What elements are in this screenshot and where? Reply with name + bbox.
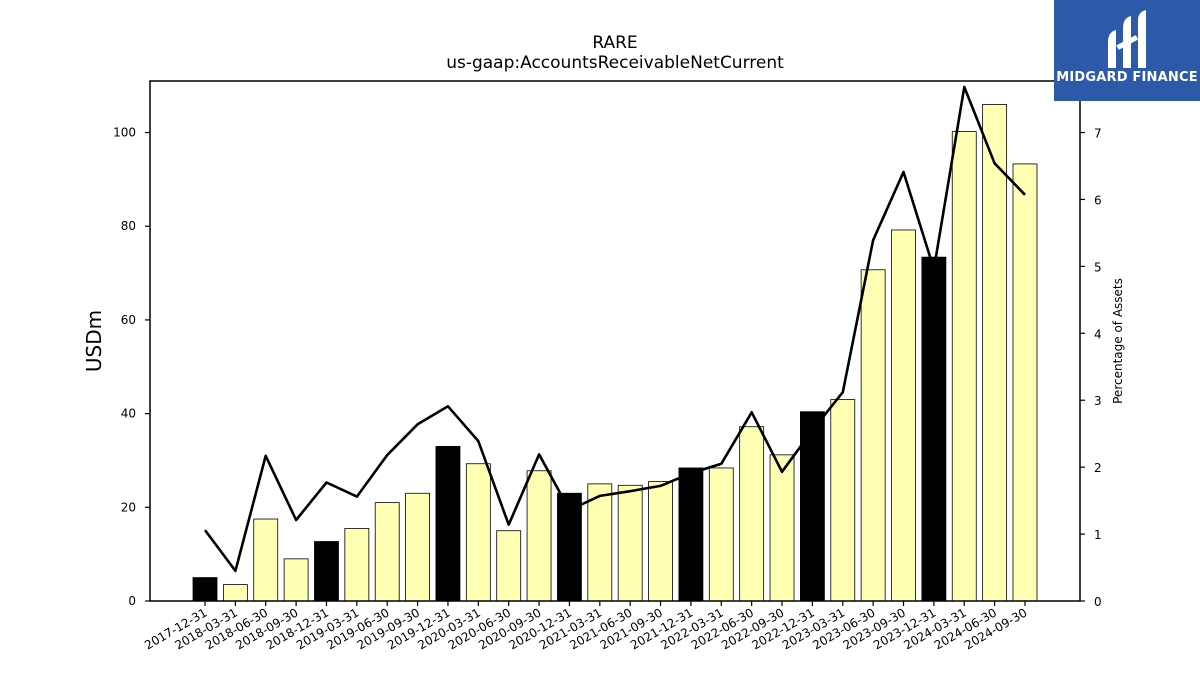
bar-2021-12-31: [678, 467, 704, 602]
bar-2024-06-30: [982, 104, 1008, 602]
brand-logo-text: MIDGARD FINANCE: [1056, 70, 1198, 85]
bar-2020-03-31: [465, 463, 491, 602]
bar-2019-12-31: [435, 446, 461, 602]
y-right-tick-label: 6: [1094, 193, 1102, 207]
bar-2020-06-30: [496, 530, 522, 602]
plot-frame: [149, 80, 1081, 602]
y-right-tick-label: 3: [1094, 394, 1102, 408]
bar-2018-09-30: [283, 558, 309, 602]
bar-2021-03-31: [587, 483, 613, 602]
chart-title: RARE: [592, 33, 637, 53]
y-right-tick-label: 5: [1094, 260, 1102, 274]
y-right-tick-label: 2: [1094, 461, 1102, 475]
y-right-tick-label: 0: [1094, 595, 1102, 609]
y-axis-right: 0 1 2 3 4 5 6 7: [1080, 127, 1102, 609]
y-left-tick-label: 20: [121, 500, 136, 514]
y-right-tick-label: 4: [1094, 327, 1102, 341]
bar-2017-12-31: [192, 577, 218, 602]
y-right-tick-label: 1: [1094, 528, 1102, 542]
bar-2024-09-30: [1012, 163, 1038, 602]
percentage-line: [203, 85, 1026, 573]
chart-subtitle: us-gaap:AccountsReceivableNetCurrent: [446, 53, 784, 73]
bar-2021-09-30: [648, 481, 673, 602]
y-left-tick-label: 60: [121, 313, 136, 327]
y-axis-left: 0 20 40 60 80 100: [113, 126, 150, 608]
bar-2020-09-30: [526, 470, 552, 602]
bar-2018-03-31: [222, 584, 248, 602]
bar-2024-03-31: [951, 131, 977, 602]
bar-2023-06-30: [860, 269, 886, 602]
bar-2023-12-31: [921, 256, 947, 602]
y-left-tick-label: 0: [128, 594, 136, 608]
y-left-tick-label: 40: [121, 407, 136, 421]
bar-2018-06-30: [253, 518, 279, 602]
brand-logo: MIDGARD FINANCE: [1054, 0, 1200, 101]
y-left-tick-label: 100: [113, 126, 136, 140]
line-layer: [203, 85, 1026, 573]
y-axis-right-label: Percentage of Assets: [1111, 278, 1125, 404]
y-left-tick-label: 80: [121, 219, 136, 233]
bars-layer: [192, 104, 1038, 602]
bar-2022-03-31: [708, 467, 734, 602]
y-right-tick-label: 7: [1094, 127, 1102, 141]
bar-2023-09-30: [891, 229, 916, 602]
y-axis-left-label: USDm: [82, 310, 106, 372]
bar-2023-03-31: [830, 399, 856, 602]
bar-2019-09-30: [405, 492, 430, 602]
x-axis: 2017-12-312018-03-312018-06-302018-09-30…: [142, 601, 1029, 652]
brand-logo-icon: [1108, 10, 1146, 68]
bar-2018-12-31: [314, 541, 339, 602]
bar-2022-09-30: [769, 454, 795, 602]
bar-2019-06-30: [374, 502, 400, 602]
bar-2022-06-30: [739, 426, 765, 602]
bar-2021-06-30: [617, 484, 643, 602]
bar-2019-03-31: [344, 527, 370, 602]
